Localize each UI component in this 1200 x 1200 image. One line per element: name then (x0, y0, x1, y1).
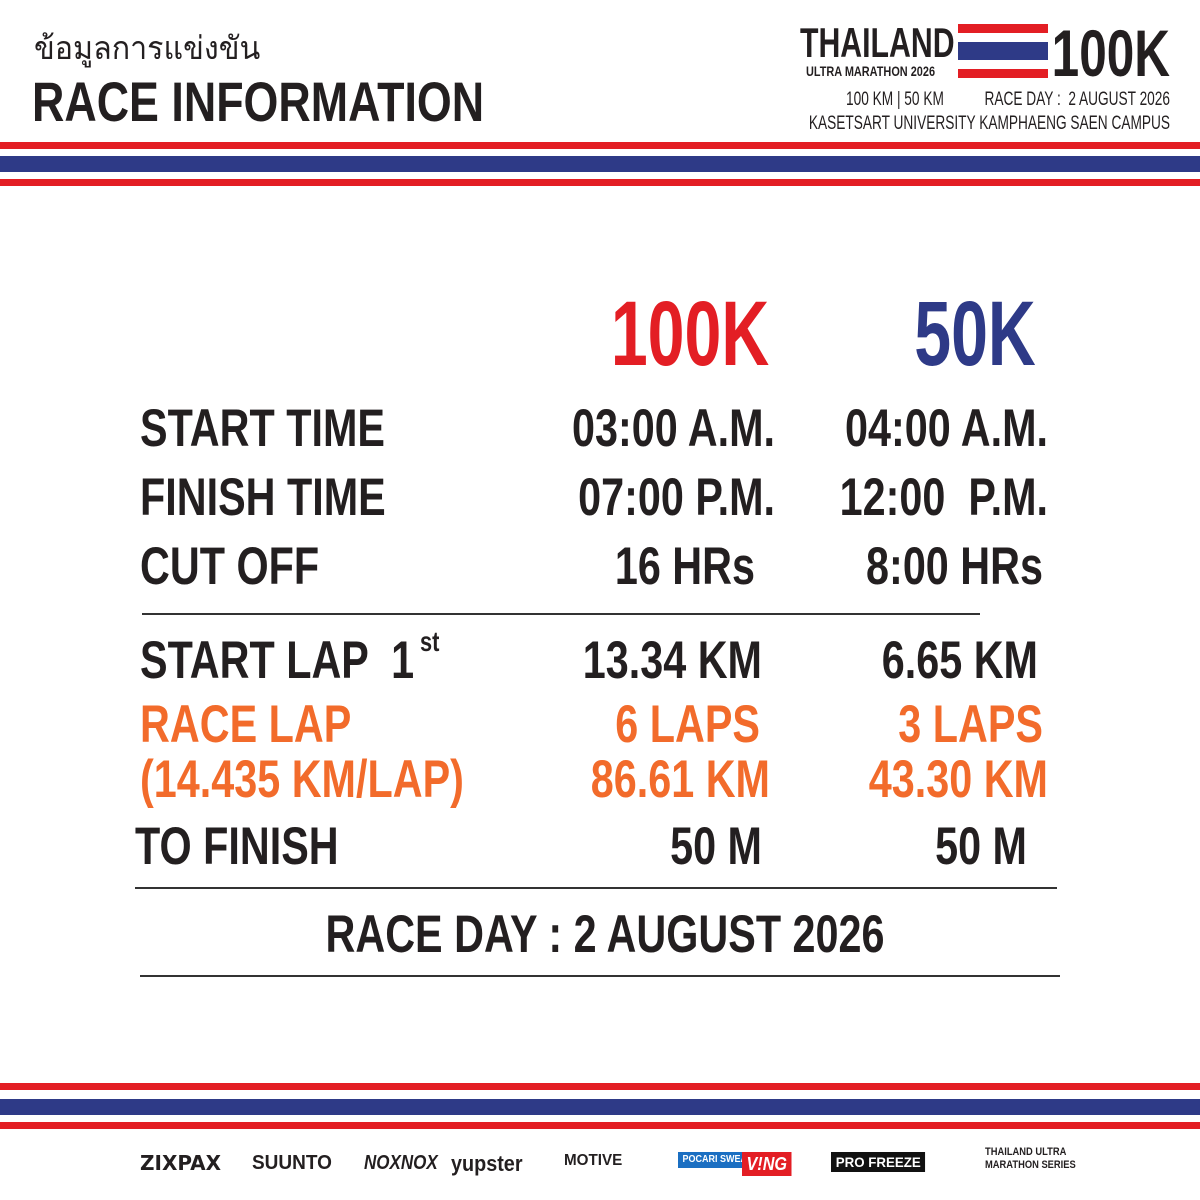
race-day: RACE DAY : 2 AUGUST 2026 (325, 905, 885, 964)
row-value: 07:00 P.M. (578, 468, 775, 527)
sponsor-logo: ZIXPAX (140, 1151, 222, 1175)
flag (958, 24, 1048, 78)
row-value: 3 LAPS (898, 695, 1043, 754)
stripe-blue (0, 156, 1200, 172)
logo-info: 100 KM | 50 KM (846, 89, 944, 110)
column-header: 100K (610, 283, 770, 385)
sponsor-logo: MOTIVE (564, 1152, 623, 1169)
title-thai: ข้อมูลการแข่งขัน (34, 30, 261, 66)
stripe-red (0, 1122, 1200, 1129)
divider (135, 887, 1057, 889)
column-header: 50K (914, 283, 1036, 385)
sponsor-logo: V!NG (742, 1152, 792, 1176)
stripe-red (0, 142, 1200, 149)
row-label: START LAP 1 (140, 631, 415, 690)
row-label: RACE LAP (140, 695, 352, 754)
row-value: 43.30 KM (868, 750, 1048, 809)
stripe-red (0, 179, 1200, 186)
row-value: 6.65 KM (881, 631, 1038, 690)
row-value: 04:00 A.M. (845, 399, 1048, 458)
row-label: (14.435 KM/LAP) (140, 750, 464, 809)
row-label-suffix: st (420, 626, 440, 657)
row-value: 6 LAPS (615, 695, 760, 754)
row-label: FINISH TIME (140, 468, 386, 527)
row-value: 12:00 P.M. (839, 468, 1048, 527)
sponsor-logo: POCARI SWEAT (678, 1152, 757, 1168)
sponsor-logo: SUUNTO (252, 1152, 332, 1174)
row-value: 03:00 A.M. (572, 399, 775, 458)
sponsor-logo: THAILAND ULTRA MARATHON SERIES (985, 1146, 1076, 1172)
logo-venue: KASETSART UNIVERSITY KAMPHAENG SAEN CAMP… (808, 113, 1170, 134)
sponsor-logo: yupster (451, 1151, 523, 1176)
stripe-red (0, 1083, 1200, 1090)
row-label: START TIME (140, 399, 385, 458)
logo-distance: 100K (1051, 16, 1170, 90)
divider (140, 975, 1060, 977)
logo-subtitle: ULTRA MARATHON 2026 (806, 63, 936, 79)
row-value: 16 HRs (614, 537, 755, 596)
divider (142, 613, 980, 615)
sponsor-logo: NOXNOX (364, 1152, 438, 1174)
row-value: 8:00 HRs (866, 537, 1043, 596)
row-label: TO FINISH (135, 817, 339, 876)
row-value: 86.61 KM (590, 750, 770, 809)
stripe-blue (0, 1099, 1200, 1115)
row-value: 50 M (670, 817, 762, 876)
row-label: CUT OFF (140, 537, 320, 596)
logo-race-day: RACE DAY : 2 AUGUST 2026 (984, 89, 1170, 110)
logo-name: THAILAND (800, 19, 955, 66)
row-value: 50 M (935, 817, 1027, 876)
sponsor-logo: PRO FREEZE (831, 1152, 926, 1172)
title: RACE INFORMATION (32, 70, 485, 133)
row-value: 13.34 KM (582, 631, 762, 690)
